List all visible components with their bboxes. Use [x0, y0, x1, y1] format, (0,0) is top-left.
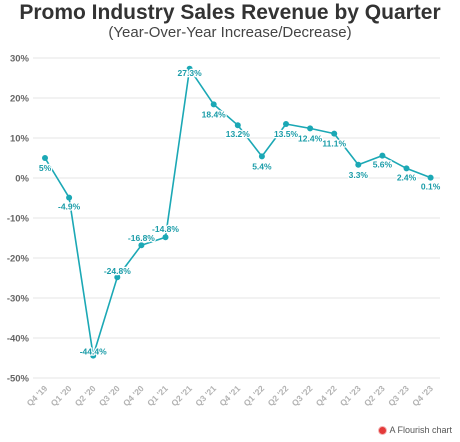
- data-label: 12.4%: [298, 133, 323, 143]
- y-tick-label: 10%: [10, 134, 30, 145]
- data-point[interactable]: [90, 352, 97, 359]
- series-line-layer: [44, 68, 431, 357]
- chart-title: Promo Industry Sales Revenue by Quarter: [19, 1, 441, 24]
- data-point[interactable]: [210, 101, 217, 108]
- flourish-logo-icon: [379, 426, 387, 434]
- data-point[interactable]: [138, 242, 145, 249]
- data-label: -44.4%: [80, 347, 107, 357]
- data-label: 13.2%: [226, 129, 251, 139]
- data-label: 0.1%: [421, 182, 441, 192]
- data-point[interactable]: [403, 165, 410, 172]
- data-label: 2.4%: [397, 172, 417, 182]
- data-label: -24.8%: [104, 266, 131, 276]
- data-labels: 5% -4.9% -44.4% -24.8% -16.8%-14.8% 27.3% 18.4…: [38, 67, 442, 358]
- data-label: 5.6%: [373, 160, 393, 170]
- data-point[interactable]: [162, 234, 169, 241]
- x-tick-label: Q1 '21: [145, 383, 170, 408]
- y-tick-label: -30%: [7, 294, 30, 305]
- data-label: 27.3%: [178, 68, 203, 78]
- x-tick-label: Q3 '20: [97, 383, 122, 408]
- x-tick-label: Q4 '20: [121, 383, 146, 408]
- data-label: 5%: [39, 163, 52, 173]
- x-tick-label: Q4 '21: [217, 383, 242, 408]
- x-tick-label: Q3 '23: [386, 383, 411, 408]
- data-point[interactable]: [379, 152, 386, 159]
- data-point[interactable]: [258, 153, 265, 160]
- data-point[interactable]: [283, 121, 289, 127]
- x-axis-ticks: Q4 '19 Q1 '20 Q2 '20 Q3 '20 Q4 '20 Q1 '21 Q2 '…: [25, 383, 436, 408]
- y-tick-label: 20%: [10, 94, 30, 105]
- y-tick-label: -10%: [7, 214, 30, 225]
- data-point[interactable]: [307, 125, 314, 132]
- x-tick-label: Q4 '22: [314, 383, 339, 408]
- y-tick-label: 30%: [10, 54, 30, 65]
- data-point[interactable]: [42, 155, 48, 161]
- y-tick-label: 0%: [15, 174, 29, 185]
- y-axis-ticks: 30% 20% 10% 0% -10% -20% -30% -40% -50%: [7, 54, 30, 385]
- data-point[interactable]: [66, 194, 73, 201]
- x-tick-label: Q2 '22: [266, 383, 291, 408]
- flourish-credit[interactable]: A Flourish chart: [379, 424, 452, 436]
- x-tick-label: Q2 '20: [73, 383, 98, 408]
- x-tick-label: Q2 '23: [362, 383, 387, 408]
- data-points: [42, 65, 434, 359]
- x-tick-label: Q2 '21: [169, 383, 194, 408]
- y-tick-label: -40%: [7, 334, 30, 345]
- x-tick-label: Q1 '20: [49, 383, 74, 408]
- data-label: 3.3%: [349, 170, 369, 180]
- x-tick-label: Q1 '23: [338, 383, 363, 408]
- chart-subtitle: (Year-Over-Year Increase/Decrease): [108, 24, 352, 41]
- data-label: 11.1%: [322, 139, 346, 149]
- credit-text: A Flourish chart: [389, 425, 452, 435]
- x-tick-label: Q4 '19: [25, 383, 50, 408]
- x-tick-label: Q4 '23: [410, 383, 435, 408]
- data-label: 5.4%: [252, 161, 272, 171]
- x-tick-label: Q3 '21: [193, 383, 218, 408]
- data-label: -16.8%: [128, 233, 155, 243]
- data-point[interactable]: [234, 122, 241, 129]
- x-tick-label: Q1 '22: [241, 383, 266, 408]
- data-label: -4.9%: [58, 202, 81, 212]
- data-point[interactable]: [355, 161, 362, 168]
- data-point[interactable]: [331, 130, 338, 137]
- data-point[interactable]: [114, 274, 121, 281]
- x-tick-label: Q3 '22: [290, 383, 315, 408]
- grid-lines: [33, 57, 440, 379]
- y-tick-label: -20%: [7, 254, 30, 265]
- data-point[interactable]: [427, 174, 434, 181]
- data-label: 13.5%: [274, 129, 299, 139]
- data-label: -14.8%: [152, 224, 179, 234]
- data-point[interactable]: [186, 65, 193, 72]
- series-line: [44, 68, 431, 357]
- data-label: 18.4%: [202, 109, 227, 119]
- y-tick-label: -50%: [7, 374, 30, 385]
